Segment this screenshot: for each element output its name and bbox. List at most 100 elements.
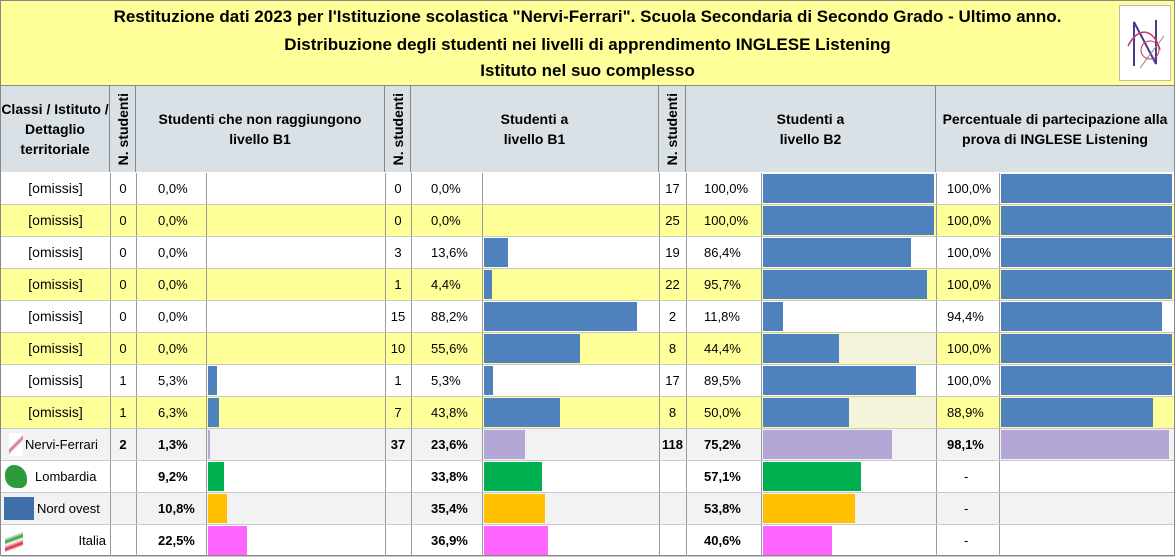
column-divider [206, 461, 207, 492]
column-divider [411, 429, 412, 460]
column-divider [136, 173, 137, 204]
column-divider [761, 525, 762, 556]
class-name: [omissis] [28, 308, 83, 324]
column-divider [999, 237, 1000, 268]
participation-percent: 98,1% [947, 437, 984, 452]
column-divider [761, 493, 762, 524]
lombardia-map-icon [5, 465, 27, 488]
column-divider [385, 173, 386, 204]
class-name: [omissis] [28, 404, 83, 420]
column-divider [936, 493, 937, 524]
column-divider [411, 301, 412, 332]
b1-percent: 35,4% [431, 501, 468, 516]
participation-bar [1001, 334, 1172, 363]
column-divider [206, 237, 207, 268]
column-divider [110, 205, 111, 236]
b1-percent: 43,8% [431, 405, 468, 420]
b2-count: 17 [665, 373, 680, 388]
b2-count [659, 525, 686, 556]
b1-bar [484, 430, 525, 459]
b1-count: 0 [394, 181, 402, 196]
b1-count: 3 [394, 245, 402, 260]
title-line-3: Istituto nel suo complesso [480, 61, 695, 80]
column-divider [482, 269, 483, 300]
b2-percent: 86,4% [704, 245, 741, 260]
below-b1-count: 0 [119, 277, 127, 292]
column-divider [686, 173, 687, 204]
column-divider [206, 301, 207, 332]
column-divider [686, 205, 687, 236]
table-row: [omissis] 0 0,0% 15 88,2% 2 11,8% 94,4% [1, 301, 1174, 333]
column-divider [999, 525, 1000, 556]
participation-percent: 100,0% [947, 341, 992, 356]
below-b1-bar [208, 526, 247, 555]
column-divider [999, 301, 1000, 332]
column-divider [936, 269, 937, 300]
column-divider [936, 205, 937, 236]
column-divider [482, 237, 483, 268]
below-b1-percent: 6,3% [158, 405, 188, 420]
column-divider [206, 333, 207, 364]
b2-percent: 40,6% [704, 533, 741, 548]
class-name: [omissis] [28, 276, 83, 292]
b1-count: 0 [394, 213, 402, 228]
b2-count: 19 [665, 245, 680, 260]
column-divider [761, 301, 762, 332]
participation-bar [1001, 302, 1162, 331]
below-b1-bar [208, 494, 227, 523]
header-b1-label: Studenti a livello B1 [500, 111, 569, 147]
below-b1-percent: 22,5% [158, 533, 195, 548]
title-line-2: Distribuzione degli studenti nei livelli… [284, 35, 891, 54]
b2-bar [763, 174, 934, 203]
b2-percent: 89,5% [704, 373, 741, 388]
header-participation-label: Percentuale di partecipazione alla prova… [942, 111, 1168, 147]
b1-percent: 13,6% [431, 245, 468, 260]
participation-bar [1001, 430, 1169, 459]
column-divider [136, 525, 137, 556]
participation-percent: 100,0% [947, 245, 992, 260]
table-row: [omissis] 0 0,0% 0 0,0% 25 100,0% 100,0% [1, 205, 1174, 237]
column-divider [110, 269, 111, 300]
column-divider [110, 461, 111, 492]
participation-bar [1001, 238, 1172, 267]
b1-bar [484, 526, 548, 555]
participation-percent: 100,0% [947, 373, 992, 388]
below-b1-count: 0 [119, 213, 127, 228]
table-row: [omissis] 1 5,3% 1 5,3% 17 89,5% 100,0% [1, 365, 1174, 397]
below-b1-percent: 1,3% [158, 437, 188, 452]
italia-map-icon [5, 529, 23, 552]
column-divider [136, 269, 137, 300]
header-n-studenti-b1: N. studenti [385, 86, 411, 172]
column-divider [761, 205, 762, 236]
column-divider [999, 429, 1000, 460]
b1-count [385, 525, 411, 556]
column-divider [659, 173, 660, 204]
b1-percent: 4,4% [431, 277, 461, 292]
column-divider [136, 333, 137, 364]
participation-percent: 88,9% [947, 405, 984, 420]
column-divider [482, 205, 483, 236]
column-divider [411, 397, 412, 428]
column-divider [136, 461, 137, 492]
column-divider [411, 365, 412, 396]
column-divider [659, 397, 660, 428]
column-divider [206, 429, 207, 460]
column-divider [110, 429, 111, 460]
b1-percent: 23,6% [431, 437, 468, 452]
column-divider [686, 397, 687, 428]
below-b1-bar [208, 430, 210, 459]
column-divider [385, 525, 386, 556]
b2-bar [763, 526, 832, 555]
title-banner: Restituzione dati 2023 per l'Istituzione… [1, 1, 1174, 86]
column-divider [659, 429, 660, 460]
below-b1-percent: 10,8% [158, 501, 195, 516]
table-row: [omissis] 0 0,0% 0 0,0% 17 100,0% 100,0% [1, 173, 1174, 205]
b1-count: 1 [394, 277, 402, 292]
below-b1-count [110, 525, 136, 556]
b2-count: 17 [665, 181, 680, 196]
column-divider [999, 205, 1000, 236]
b1-bar [484, 238, 508, 267]
b2-bar-track [839, 334, 936, 363]
b2-count [659, 461, 686, 492]
column-divider [659, 525, 660, 556]
